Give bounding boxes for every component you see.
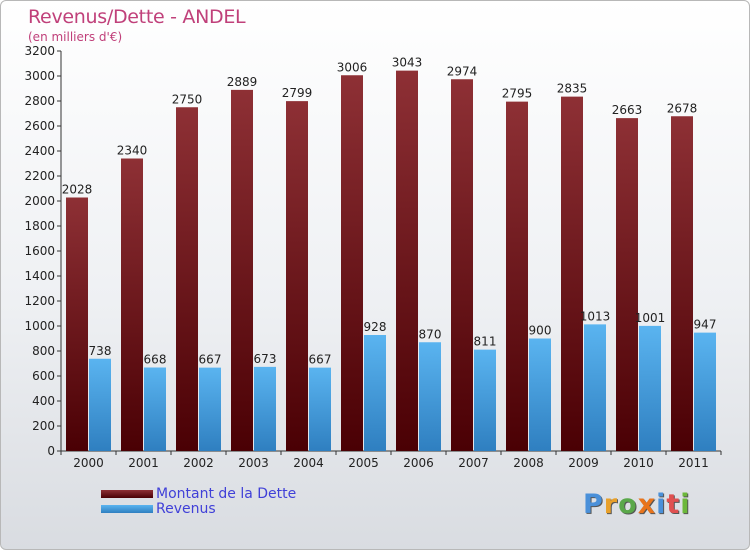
logo-letter: P: [583, 489, 604, 520]
logo-letter: t: [666, 489, 681, 520]
bar-dette: [66, 197, 88, 451]
data-label-revenus: 1013: [580, 309, 611, 323]
x-tick-label: 2008: [513, 456, 544, 470]
data-label-dette: 2678: [667, 101, 698, 115]
x-tick-label: 2001: [128, 456, 159, 470]
bar-revenus: [639, 325, 661, 451]
y-tick-label: 1000: [24, 319, 55, 333]
x-tick-label: 2011: [678, 456, 709, 470]
bar-revenus: [694, 332, 716, 451]
data-label-revenus: 667: [309, 353, 332, 367]
proxiti-logo: Proxiti: [583, 489, 691, 520]
y-tick-label: 2600: [24, 119, 55, 133]
y-tick-label: 1200: [24, 294, 55, 308]
y-tick-label: 1400: [24, 269, 55, 283]
data-label-dette: 3006: [337, 60, 368, 74]
logo-letter: r: [603, 489, 619, 520]
y-tick-label: 400: [32, 394, 55, 408]
bar-revenus: [199, 367, 221, 451]
bar-dette: [561, 96, 583, 451]
y-tick-label: 1600: [24, 244, 55, 258]
data-label-dette: 2340: [117, 144, 148, 158]
data-label-dette: 2974: [447, 64, 478, 78]
legend-label-revenus: Revenus: [156, 501, 216, 517]
x-tick-label: 2006: [403, 456, 434, 470]
logo-letter: o: [618, 489, 638, 520]
x-tick-label: 2003: [238, 456, 269, 470]
bar-dette: [616, 118, 638, 451]
y-tick-label: 3200: [24, 44, 55, 58]
data-label-revenus: 673: [254, 352, 277, 366]
chart-bars: [66, 70, 716, 451]
bar-revenus: [364, 335, 386, 451]
bar-revenus: [474, 349, 496, 451]
bar-dette: [506, 101, 528, 451]
data-label-revenus: 668: [144, 353, 167, 367]
data-label-dette: 2799: [282, 86, 313, 100]
data-label-dette: 2663: [612, 103, 643, 117]
logo-letter: i: [680, 489, 691, 520]
bar-dette: [671, 116, 693, 451]
data-label-revenus: 900: [529, 324, 552, 338]
y-tick-label: 600: [32, 369, 55, 383]
data-label-revenus: 928: [364, 320, 387, 334]
data-label-dette: 2750: [172, 92, 203, 106]
y-tick-label: 2000: [24, 194, 55, 208]
logo-letter: x: [637, 489, 657, 520]
bar-revenus: [254, 366, 276, 451]
bar-dette: [396, 70, 418, 451]
bar-dette: [121, 158, 143, 451]
y-tick-label: 1800: [24, 219, 55, 233]
data-label-revenus: 1001: [635, 311, 666, 325]
bar-revenus: [89, 358, 111, 451]
data-label-revenus: 811: [474, 335, 497, 349]
data-label-revenus: 870: [419, 327, 442, 341]
y-tick-label: 0: [47, 444, 55, 458]
x-tick-label: 2007: [458, 456, 489, 470]
chart-axes: 0 200 400 600 800 1000 1200 1400 1600 1800 2000 220…: [24, 44, 722, 470]
data-label-dette: 3043: [392, 56, 423, 70]
chart-subtitle: (en milliers d'€): [28, 30, 123, 44]
data-label-dette: 2795: [502, 87, 533, 101]
bar-revenus: [144, 367, 166, 451]
y-tick-label: 3000: [24, 69, 55, 83]
y-tick-label: 2400: [24, 144, 55, 158]
data-label-revenus: 738: [89, 344, 112, 358]
bar-revenus: [419, 342, 441, 451]
bar-dette: [341, 75, 363, 451]
y-tick-label: 200: [32, 419, 55, 433]
bar-dette: [176, 107, 198, 451]
legend-swatch-dette: [101, 490, 153, 498]
bar-revenus: [529, 338, 551, 451]
data-label-revenus: 667: [199, 353, 222, 367]
legend-swatch-revenus: [101, 505, 153, 513]
x-tick-label: 2005: [348, 456, 379, 470]
data-label-dette: 2835: [557, 82, 588, 96]
bar-dette: [231, 89, 253, 451]
bar-revenus: [584, 324, 606, 451]
x-tick-label: 2009: [568, 456, 599, 470]
legend-label-dette: Montant de la Dette: [156, 486, 297, 502]
y-tick-label: 2800: [24, 94, 55, 108]
data-label-dette: 2028: [62, 183, 93, 197]
bar-dette: [286, 101, 308, 451]
data-label-dette: 2889: [227, 75, 258, 89]
bar-revenus: [309, 367, 331, 451]
y-tick-label: 800: [32, 344, 55, 358]
logo-letter: i: [656, 489, 667, 520]
chart-title: Revenus/Dette - ANDEL: [28, 6, 246, 28]
y-tick-label: 2200: [24, 169, 55, 183]
x-tick-label: 2002: [183, 456, 214, 470]
bar-dette: [451, 79, 473, 451]
chart-data-labels: 2028 738 2340 668 2750 667 2889 673 2799 667 3006 9…: [62, 56, 717, 367]
x-tick-label: 2004: [293, 456, 324, 470]
x-tick-label: 2000: [73, 456, 104, 470]
data-label-revenus: 947: [694, 318, 717, 332]
x-tick-label: 2010: [623, 456, 654, 470]
